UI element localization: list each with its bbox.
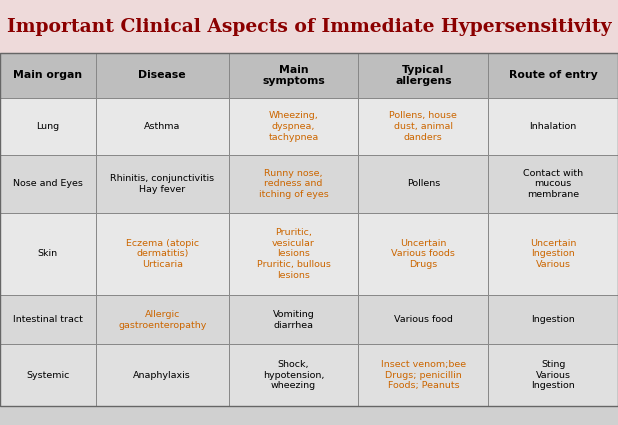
Text: Uncertain
Ingestion
Various: Uncertain Ingestion Various: [530, 239, 577, 269]
Text: Intestinal tract: Intestinal tract: [13, 315, 83, 324]
Text: Eczema (atopic
dermatitis)
Urticaria: Eczema (atopic dermatitis) Urticaria: [125, 239, 199, 269]
Bar: [0, 0, 618, 53]
Text: Contact with
mucous
membrane: Contact with mucous membrane: [523, 169, 583, 199]
Bar: [0, 212, 96, 295]
Text: Pruritic,
vesicular
lesions
Pruritic, bullous
lesions: Pruritic, vesicular lesions Pruritic, bu…: [256, 228, 331, 280]
Bar: [0, 98, 96, 155]
Text: Skin: Skin: [38, 249, 58, 258]
Bar: [0, 53, 96, 98]
Text: Lung: Lung: [36, 122, 59, 131]
Text: Route of entry: Route of entry: [509, 71, 598, 80]
Bar: [96, 212, 229, 295]
Bar: [358, 53, 488, 98]
Bar: [0, 344, 96, 406]
Text: Asthma: Asthma: [144, 122, 180, 131]
Text: Shock,
hypotension,
wheezing: Shock, hypotension, wheezing: [263, 360, 324, 390]
Text: Uncertain
Various foods
Drugs: Uncertain Various foods Drugs: [391, 239, 455, 269]
Bar: [0, 155, 96, 212]
Text: Disease: Disease: [138, 71, 186, 80]
Bar: [488, 53, 618, 98]
Bar: [96, 53, 229, 98]
Bar: [358, 212, 488, 295]
Text: Inhalation: Inhalation: [530, 122, 577, 131]
Text: Allergic
gastroenteropathy: Allergic gastroenteropathy: [118, 310, 206, 330]
Text: Main organ: Main organ: [14, 71, 82, 80]
Text: Pollens: Pollens: [407, 179, 440, 188]
Bar: [229, 53, 358, 98]
Bar: [0, 53, 618, 98]
Bar: [0, 53, 618, 406]
Bar: [0, 295, 96, 344]
Text: Rhinitis, conjunctivitis
Hay fever: Rhinitis, conjunctivitis Hay fever: [110, 174, 214, 194]
Bar: [229, 212, 358, 295]
Bar: [488, 98, 618, 155]
Text: Vomiting
diarrhea: Vomiting diarrhea: [273, 310, 315, 330]
Text: Ingestion: Ingestion: [531, 315, 575, 324]
Text: Typical
allergens: Typical allergens: [395, 65, 452, 86]
Bar: [229, 295, 358, 344]
Text: Systemic: Systemic: [26, 371, 70, 380]
Text: Runny nose,
redness and
itching of eyes: Runny nose, redness and itching of eyes: [259, 169, 328, 199]
Text: Anaphylaxis: Anaphylaxis: [133, 371, 191, 380]
Bar: [229, 155, 358, 212]
Text: Important Clinical Aspects of Immediate Hypersensitivity: Important Clinical Aspects of Immediate …: [7, 17, 611, 36]
Text: Pollens, house
dust, animal
danders: Pollens, house dust, animal danders: [389, 111, 457, 142]
Bar: [488, 344, 618, 406]
Text: Various food: Various food: [394, 315, 453, 324]
Text: Wheezing,
dyspnea,
tachypnea: Wheezing, dyspnea, tachypnea: [268, 111, 319, 142]
Bar: [229, 98, 358, 155]
Bar: [96, 295, 229, 344]
Text: Nose and Eyes: Nose and Eyes: [13, 179, 83, 188]
Bar: [96, 98, 229, 155]
Bar: [488, 155, 618, 212]
Text: Insect venom;bee
Drugs; penicillin
Foods; Peanuts: Insect venom;bee Drugs; penicillin Foods…: [381, 360, 466, 390]
Bar: [488, 212, 618, 295]
Bar: [229, 344, 358, 406]
Bar: [488, 295, 618, 344]
Bar: [358, 344, 488, 406]
Bar: [358, 295, 488, 344]
Text: Main
symptoms: Main symptoms: [262, 65, 325, 86]
Bar: [96, 344, 229, 406]
Bar: [358, 98, 488, 155]
Text: Sting
Various
Ingestion: Sting Various Ingestion: [531, 360, 575, 390]
Bar: [358, 155, 488, 212]
Bar: [96, 155, 229, 212]
